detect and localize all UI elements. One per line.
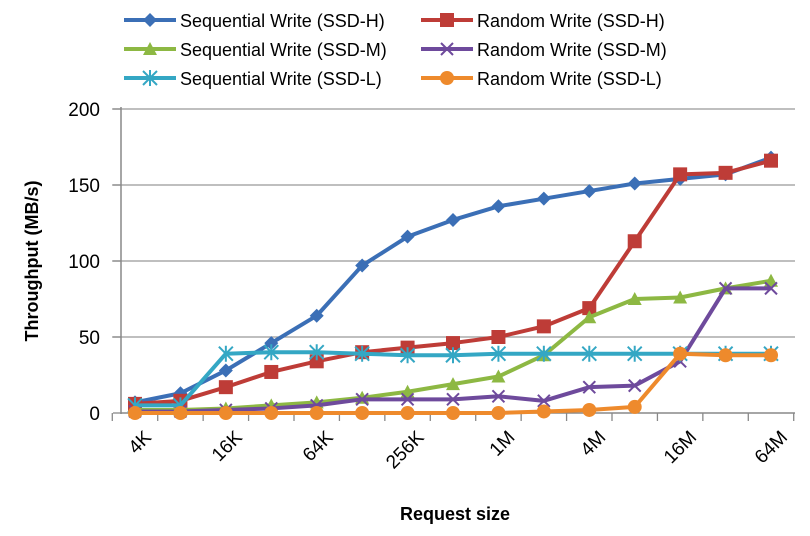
square-marker <box>264 364 279 379</box>
diamond-marker <box>627 176 642 191</box>
square-marker <box>440 13 454 27</box>
x-marker <box>446 392 460 407</box>
square-marker <box>627 234 642 249</box>
circle-marker <box>128 406 142 420</box>
circle-marker <box>764 348 778 363</box>
legend-item: Random Write (SSD-M) <box>421 40 667 60</box>
x-tick-label: 4M <box>577 427 611 461</box>
diamond-marker <box>218 363 233 378</box>
diamond-marker <box>143 13 157 27</box>
star-marker <box>354 345 370 362</box>
y-tick-label: 150 <box>68 176 100 197</box>
circle-marker <box>218 406 233 420</box>
x-marker <box>440 42 454 56</box>
x-tick-label: 256K <box>382 427 428 473</box>
triangle-marker <box>491 369 506 383</box>
star-marker <box>263 344 279 361</box>
square-marker <box>536 319 551 334</box>
circle-marker <box>673 346 688 361</box>
x-marker <box>582 380 596 394</box>
diamond-marker <box>400 229 415 244</box>
legend-item: Random Write (SSD-H) <box>421 11 665 31</box>
x-tick-label: 64K <box>299 427 338 466</box>
legend-item: Sequential Write (SSD-H) <box>124 11 385 31</box>
x-tick-label: 4K <box>125 427 157 459</box>
legend-item: Sequential Write (SSD-L) <box>124 69 382 89</box>
y-axis-label: Throughput (MB/s) <box>22 181 42 342</box>
square-marker <box>218 380 233 395</box>
square-marker <box>491 330 506 344</box>
triangle-marker <box>582 310 597 324</box>
x-tick-label: 1M <box>486 427 520 461</box>
x-marker <box>355 392 369 407</box>
star-marker <box>536 345 552 362</box>
star-marker <box>490 345 507 362</box>
triangle-marker <box>627 292 642 305</box>
y-tick-label: 0 <box>89 404 100 425</box>
legend-item: Random Write (SSD-L) <box>421 69 662 89</box>
circle-marker <box>309 406 324 420</box>
square-marker <box>718 165 733 180</box>
triangle-marker <box>143 42 157 55</box>
diamond-marker <box>309 308 324 323</box>
circle-marker <box>264 406 279 420</box>
circle-marker <box>400 406 415 420</box>
legend-label: Sequential Write (SSD-H) <box>180 11 385 31</box>
diamond-marker <box>355 258 370 273</box>
y-tick-label: 100 <box>68 252 100 273</box>
legend-item: Sequential Write (SSD-M) <box>124 40 387 60</box>
x-marker <box>718 281 733 296</box>
square-marker <box>309 354 324 369</box>
series-0 <box>128 150 778 410</box>
star-marker <box>581 345 597 362</box>
x-marker <box>400 392 415 407</box>
legend-label: Random Write (SSD-M) <box>477 40 667 60</box>
diamond-marker <box>536 191 551 206</box>
star-marker <box>142 70 158 86</box>
triangle-marker <box>673 290 688 304</box>
square-marker <box>673 167 688 182</box>
x-tick-label: 64M <box>751 427 792 468</box>
y-tick-label: 200 <box>68 100 100 121</box>
legend-label: Random Write (SSD-L) <box>477 69 662 89</box>
x-marker <box>537 394 551 408</box>
x-tick-label: 16K <box>208 427 247 466</box>
square-marker <box>764 153 778 168</box>
x-marker <box>764 281 778 296</box>
diamond-marker <box>264 336 279 351</box>
series-5 <box>128 346 778 420</box>
diamond-marker <box>582 184 597 199</box>
legend-label: Sequential Write (SSD-M) <box>180 40 387 60</box>
circle-marker <box>627 399 642 414</box>
circle-marker <box>718 348 733 363</box>
circle-marker <box>491 406 506 420</box>
square-marker <box>446 336 460 351</box>
square-marker <box>582 301 597 316</box>
circle-marker <box>440 71 454 85</box>
star-marker <box>309 344 325 361</box>
circle-marker <box>536 404 551 419</box>
star-marker <box>399 347 416 364</box>
star-marker <box>627 345 643 362</box>
x-marker <box>628 378 642 393</box>
star-marker <box>445 347 461 364</box>
circle-marker <box>582 402 597 417</box>
x-axis-label: Request size <box>400 504 510 524</box>
circle-marker <box>355 406 370 420</box>
diamond-marker <box>491 199 506 214</box>
legend-label: Random Write (SSD-H) <box>477 11 665 31</box>
circle-marker <box>173 406 188 420</box>
diamond-marker <box>446 212 460 227</box>
circle-marker <box>446 406 460 420</box>
x-tick-label: 16M <box>660 427 701 468</box>
star-marker <box>218 345 234 362</box>
y-tick-label: 50 <box>79 328 100 349</box>
legend-label: Sequential Write (SSD-L) <box>180 69 382 89</box>
triangle-marker <box>446 377 460 391</box>
x-marker <box>491 389 506 403</box>
